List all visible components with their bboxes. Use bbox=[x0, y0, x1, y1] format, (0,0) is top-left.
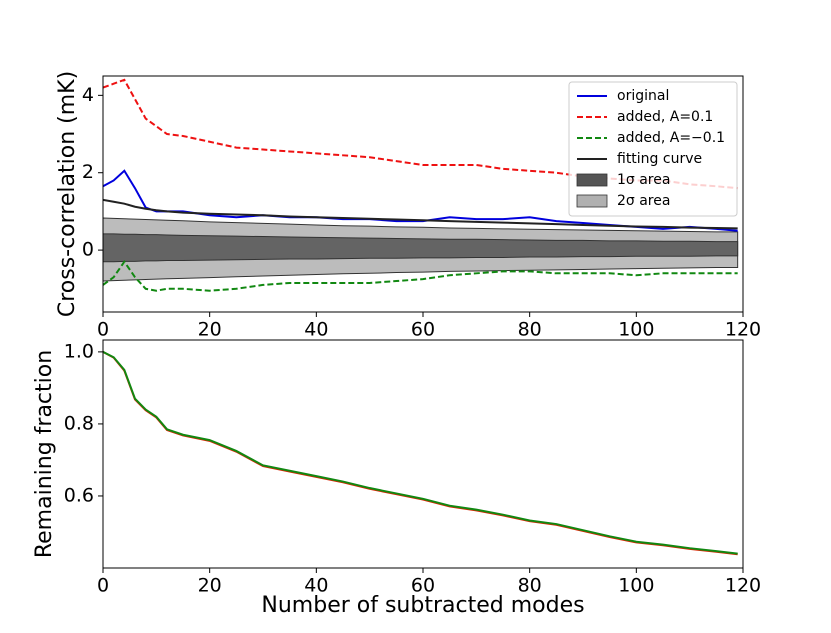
x-tick-label: 40 bbox=[304, 319, 328, 341]
y-axis-label: Remaining fraction bbox=[32, 350, 57, 558]
legend-label: 1σ area bbox=[617, 172, 670, 188]
legend-box bbox=[568, 81, 738, 217]
x-tick-label: 120 bbox=[725, 319, 761, 341]
x-tick-label: 60 bbox=[411, 319, 435, 341]
x-tick-label: 60 bbox=[411, 575, 435, 597]
series-line bbox=[103, 78, 738, 190]
axes-frame bbox=[102, 339, 744, 569]
y-tick-label: 2 bbox=[82, 161, 94, 183]
x-tick-label: 100 bbox=[618, 575, 654, 597]
x-tick-label: 120 bbox=[725, 575, 761, 597]
legend-label: added, A=0.1 bbox=[617, 109, 713, 125]
plot-area bbox=[103, 350, 738, 556]
y-tick-label: 4 bbox=[82, 84, 94, 106]
y-axis-label: Cross-correlation (mK) bbox=[55, 71, 80, 317]
y-tick-label: 0.6 bbox=[64, 484, 94, 506]
x-tick-label: 80 bbox=[518, 575, 542, 597]
legend-label: original bbox=[617, 88, 669, 104]
series-line bbox=[103, 351, 738, 556]
x-tick-label: 20 bbox=[198, 319, 222, 341]
x-tick-label: 100 bbox=[618, 319, 654, 341]
y-tick-label: 0.8 bbox=[64, 412, 94, 434]
legend-label: fitting curve bbox=[617, 151, 702, 167]
legend-swatch bbox=[576, 194, 608, 208]
y-tick-label: 1.0 bbox=[64, 340, 94, 362]
band-area bbox=[103, 233, 739, 263]
series-line bbox=[103, 198, 738, 230]
legend-label: added, A=−0.1 bbox=[617, 130, 725, 146]
legend-label: 2σ area bbox=[617, 193, 670, 209]
y-tick-label: 0 bbox=[82, 239, 94, 261]
x-axis-label: Number of subtracted modes bbox=[261, 593, 584, 618]
x-tick-label: 40 bbox=[304, 575, 328, 597]
legend-swatch bbox=[576, 173, 608, 187]
x-tick-label: 0 bbox=[97, 319, 109, 341]
x-tick-label: 0 bbox=[97, 575, 109, 597]
series-line bbox=[103, 350, 738, 555]
x-tick-label: 20 bbox=[198, 575, 222, 597]
series-line bbox=[103, 259, 738, 292]
plot-area bbox=[103, 78, 739, 292]
x-tick-label: 80 bbox=[518, 319, 542, 341]
